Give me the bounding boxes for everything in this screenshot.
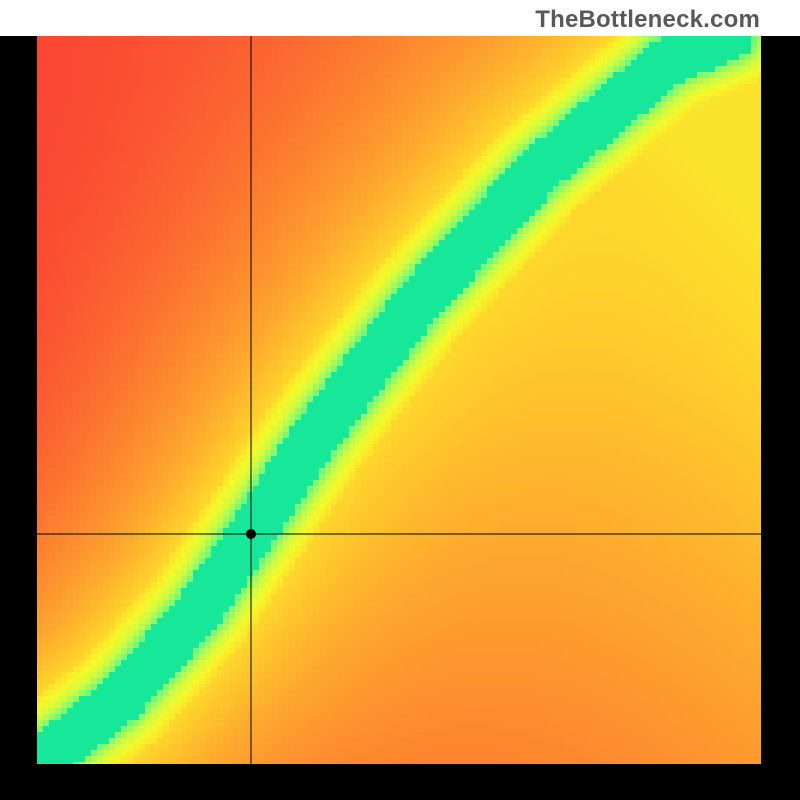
watermark-label: TheBottleneck.com [535,6,760,34]
bottleneck-heatmap [0,0,800,800]
chart-container: { "type": "heatmap", "watermark": "TheBo… [0,0,800,800]
heatmap-cells [37,36,764,769]
crosshair-marker [246,529,256,539]
